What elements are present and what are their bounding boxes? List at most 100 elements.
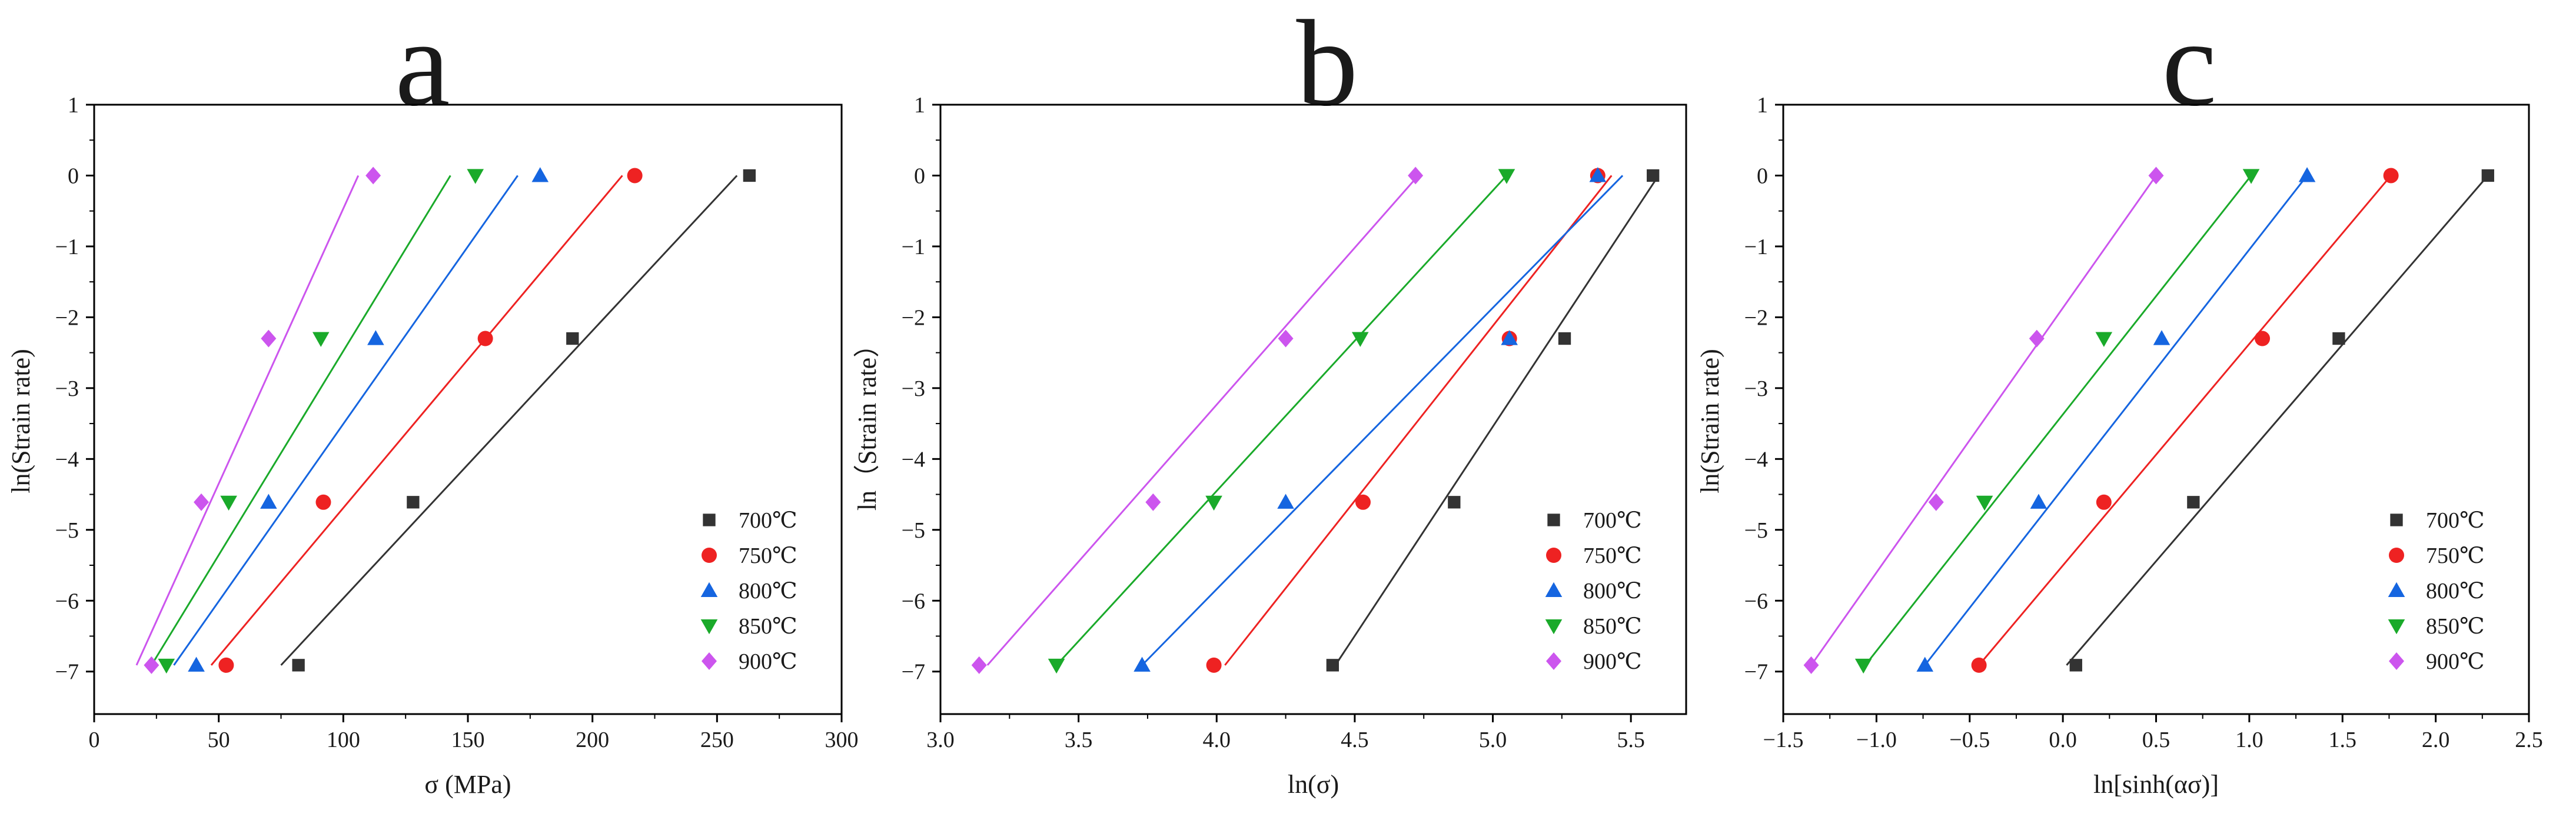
y-tick-label: 0 [68, 164, 79, 188]
data-point [1326, 659, 1339, 672]
data-point [1351, 332, 1369, 347]
legend-label: 850℃ [2426, 614, 2485, 639]
data-point [566, 332, 579, 345]
legend-marker [700, 619, 718, 635]
data-point [2096, 494, 2112, 510]
data-point [1448, 496, 1461, 509]
data-point [1277, 493, 1294, 509]
legend-marker [1546, 548, 1561, 563]
data-point [1408, 166, 1424, 185]
y-tick-label: −6 [1744, 589, 1768, 613]
legend-marker [1545, 582, 1563, 598]
data-point [743, 169, 756, 182]
x-tick-label: 100 [327, 728, 360, 752]
chart-panel-c: c −1.5 −1.0 −0.5 0.0 0.5 1.0 1.5 2.0 2.5 1 0 −1 −2 −3 −… [1696, 0, 2543, 799]
data-point [315, 494, 331, 510]
y-axis-title: ln(Strain rate) [6, 349, 35, 493]
y-tick-label: −1 [55, 235, 79, 259]
legend: 700℃ 750℃ 800℃ 850℃ 900℃ [1545, 508, 1642, 674]
x-tick-label: 1.0 [2235, 728, 2263, 752]
data-point [158, 658, 175, 674]
data-point [2187, 496, 2200, 509]
legend-marker [2390, 513, 2403, 526]
fit-line [151, 175, 451, 666]
legend-label: 800℃ [739, 579, 797, 603]
fit-line [1864, 175, 2252, 666]
x-tick-label: 5.0 [1479, 728, 1507, 752]
data-point [1916, 656, 1934, 672]
y-tick-label: −3 [902, 376, 925, 401]
series-1 [210, 168, 643, 673]
x-tick-label: 3.0 [926, 728, 955, 752]
y-tick-label: −2 [55, 305, 79, 330]
series-0 [2066, 169, 2494, 672]
legend-label: 850℃ [1583, 614, 1642, 639]
series-4 [135, 166, 381, 674]
data-point [1206, 657, 1222, 673]
y-tick-label: −4 [902, 447, 925, 472]
fit-line [1810, 175, 2157, 666]
data-point [1589, 167, 1607, 182]
data-point [367, 330, 384, 345]
fit-line [173, 175, 518, 666]
legend-marker [700, 582, 718, 598]
y-tick-label: −6 [55, 589, 79, 613]
data-point [261, 329, 277, 348]
data-point [292, 659, 305, 672]
data-point [1928, 493, 1944, 511]
x-tick-label: 4.5 [1341, 728, 1369, 752]
fit-line [1978, 175, 2392, 666]
legend-marker [2388, 582, 2405, 598]
data-point [1134, 656, 1151, 672]
data-point [531, 167, 549, 182]
y-tick-label: 1 [68, 93, 79, 118]
series-2 [1916, 167, 2316, 672]
legend-label: 850℃ [739, 614, 797, 639]
x-tick-label: −1.5 [1763, 728, 1804, 752]
x-tick-label: −0.5 [1949, 728, 1990, 752]
data-point [1854, 658, 1872, 674]
plot-frame [939, 104, 1687, 715]
data-point [971, 656, 987, 674]
legend-label: 900℃ [1583, 649, 1642, 674]
data-point [467, 169, 484, 184]
x-tick-label: 3.5 [1065, 728, 1093, 752]
x-tick-label: 200 [576, 728, 609, 752]
x-tick-label: 150 [451, 728, 485, 752]
legend-marker [1547, 513, 1560, 526]
y-tick-label: −3 [1744, 376, 1768, 401]
data-point [144, 656, 159, 674]
legend-label: 700℃ [1583, 508, 1642, 533]
data-point [2030, 493, 2047, 509]
data-point [260, 493, 277, 509]
fit-line [2066, 175, 2489, 666]
y-tick-label: −4 [55, 447, 79, 472]
y-tick-label: −3 [55, 376, 79, 401]
data-point [1355, 494, 1371, 510]
legend-label: 700℃ [2426, 508, 2485, 533]
x-tick-label: −1.0 [1856, 728, 1897, 752]
y-tick-label: 0 [1757, 164, 1768, 188]
legend-marker [2389, 652, 2404, 670]
data-point [2255, 331, 2271, 346]
fit-line [1224, 175, 1613, 666]
legend-label: 800℃ [1583, 579, 1642, 603]
y-tick-label: −7 [1744, 660, 1768, 685]
data-point [312, 332, 330, 347]
series-0 [1326, 169, 1660, 672]
legend-marker [1546, 652, 1561, 670]
data-point [2332, 332, 2345, 345]
y-tick-label: −5 [902, 518, 925, 543]
data-point [407, 496, 420, 509]
x-axis-title: ln[sinh(ασ)] [2093, 770, 2219, 799]
data-point [2029, 329, 2045, 348]
y-tick-label: −5 [1744, 518, 1768, 543]
fit-line [135, 175, 360, 666]
panel-letter: b [1297, 0, 1358, 132]
fit-line [1334, 175, 1660, 666]
fit-line [280, 175, 738, 666]
y-tick-label: −6 [902, 589, 925, 613]
fit-line [1141, 175, 1624, 666]
panel-letter: a [395, 0, 450, 132]
